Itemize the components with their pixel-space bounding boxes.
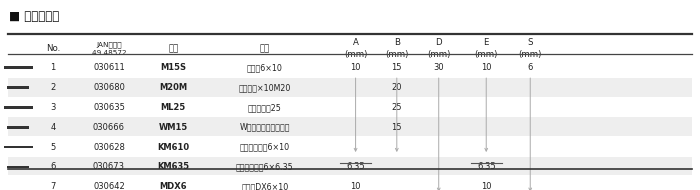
Text: WM15: WM15 <box>159 123 188 132</box>
Text: 030666: 030666 <box>93 123 125 132</box>
Text: 030635: 030635 <box>93 103 125 112</box>
Text: 5: 5 <box>50 142 56 152</box>
Text: 030680: 030680 <box>93 83 125 92</box>
Text: 15: 15 <box>391 63 402 72</box>
Text: 030673: 030673 <box>93 162 125 171</box>
Text: KM610: KM610 <box>158 142 189 152</box>
Text: 10: 10 <box>350 182 360 190</box>
Text: Wベアリング付目地払: Wベアリング付目地払 <box>239 123 290 132</box>
Text: 3: 3 <box>50 103 56 112</box>
Text: M20M: M20M <box>159 83 188 92</box>
Text: ■ トリマー用: ■ トリマー用 <box>9 10 60 23</box>
FancyBboxPatch shape <box>8 117 692 136</box>
Text: 型式: 型式 <box>168 44 178 53</box>
Text: E
(mm): E (mm) <box>475 39 498 59</box>
Text: A
(mm): A (mm) <box>344 39 368 59</box>
Text: 呼称: 呼称 <box>260 44 270 53</box>
Text: 1: 1 <box>50 63 56 72</box>
Text: 15: 15 <box>391 123 402 132</box>
Text: KM635: KM635 <box>158 162 189 171</box>
Text: カサ付目地払6×10: カサ付目地払6×10 <box>239 142 290 152</box>
Text: 目地払ロン25: 目地払ロン25 <box>248 103 281 112</box>
Text: 10: 10 <box>481 63 491 72</box>
Text: ML25: ML25 <box>160 103 186 112</box>
Text: 6: 6 <box>528 63 533 72</box>
Text: 目地払DX6×10: 目地払DX6×10 <box>241 182 288 190</box>
FancyBboxPatch shape <box>8 157 692 176</box>
Text: 2: 2 <box>50 83 56 92</box>
Text: MDX6: MDX6 <box>160 182 187 190</box>
Text: 030628: 030628 <box>93 142 125 152</box>
Text: 30: 30 <box>433 63 444 72</box>
Text: D
(mm): D (mm) <box>427 39 450 59</box>
Text: 25: 25 <box>391 103 402 112</box>
Text: 10: 10 <box>481 182 491 190</box>
Text: 7: 7 <box>50 182 56 190</box>
Text: 6: 6 <box>50 162 56 171</box>
Text: カサ付目地払6×6.35: カサ付目地払6×6.35 <box>236 162 293 171</box>
Text: 20: 20 <box>391 83 402 92</box>
Text: No.: No. <box>46 44 60 53</box>
Text: M15S: M15S <box>160 63 186 72</box>
Text: 10: 10 <box>350 63 360 72</box>
Text: 030642: 030642 <box>93 182 125 190</box>
FancyBboxPatch shape <box>8 78 692 97</box>
Text: 目地払６×10M20: 目地払６×10M20 <box>239 83 291 92</box>
Text: 6.35: 6.35 <box>477 162 496 171</box>
Text: 目地払6×10: 目地払6×10 <box>247 63 283 72</box>
Text: 6.35: 6.35 <box>346 162 365 171</box>
Text: B
(mm): B (mm) <box>385 39 409 59</box>
Text: 030611: 030611 <box>93 63 125 72</box>
Text: JANコード
49 48572: JANコード 49 48572 <box>92 41 126 56</box>
Text: S
(mm): S (mm) <box>519 39 542 59</box>
Text: 4: 4 <box>50 123 56 132</box>
